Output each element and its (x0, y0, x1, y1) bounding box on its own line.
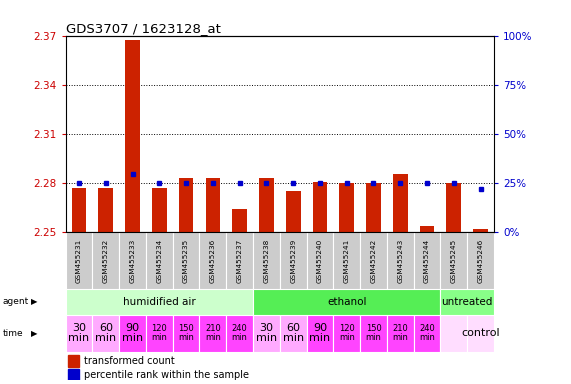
Text: GSM455244: GSM455244 (424, 238, 430, 283)
Bar (467, 315, 494, 352)
Bar (253, 232, 280, 289)
Bar (413, 315, 440, 352)
Text: GSM455246: GSM455246 (477, 238, 484, 283)
Text: GSM455237: GSM455237 (236, 238, 243, 283)
Text: 150
min: 150 min (365, 324, 381, 342)
Text: GSM455241: GSM455241 (344, 238, 349, 283)
Text: GSM455231: GSM455231 (76, 238, 82, 283)
Bar (366, 183, 381, 232)
Bar (199, 232, 226, 289)
Text: GSM455235: GSM455235 (183, 238, 189, 283)
Bar (199, 315, 226, 352)
Text: 240
min: 240 min (232, 324, 248, 342)
Text: 210
min: 210 min (392, 324, 408, 342)
Text: 210
min: 210 min (205, 324, 221, 342)
Text: 90
min: 90 min (309, 323, 331, 343)
Text: 240
min: 240 min (419, 324, 435, 342)
Text: 120
min: 120 min (151, 324, 167, 342)
Text: 90
min: 90 min (122, 323, 143, 343)
Bar (173, 232, 199, 289)
Bar (280, 232, 307, 289)
Text: 120
min: 120 min (339, 324, 355, 342)
Bar (66, 232, 93, 289)
Bar (259, 179, 274, 232)
Text: untreated: untreated (441, 297, 493, 307)
Text: GSM455232: GSM455232 (103, 238, 109, 283)
Text: GSM455238: GSM455238 (263, 238, 270, 283)
Bar (286, 192, 300, 232)
Bar (447, 183, 461, 232)
Bar (253, 289, 440, 315)
Text: percentile rank within the sample: percentile rank within the sample (83, 370, 248, 380)
Bar (226, 315, 253, 352)
Text: transformed count: transformed count (83, 356, 174, 366)
Bar (467, 232, 494, 289)
Text: ▶: ▶ (31, 297, 38, 306)
Bar (387, 315, 413, 352)
Bar (360, 232, 387, 289)
Bar (119, 315, 146, 352)
Text: 30
min: 30 min (69, 323, 90, 343)
Bar (253, 315, 280, 352)
Text: ▶: ▶ (31, 329, 38, 338)
Text: GSM455239: GSM455239 (290, 238, 296, 283)
Bar (339, 183, 354, 232)
Bar (68, 355, 79, 367)
Bar (146, 232, 173, 289)
Bar (440, 289, 494, 315)
Bar (307, 315, 333, 352)
Bar (146, 315, 173, 352)
Text: GDS3707 / 1623128_at: GDS3707 / 1623128_at (66, 22, 220, 35)
Text: ethanol: ethanol (327, 297, 367, 307)
Bar (226, 232, 253, 289)
Text: 30
min: 30 min (256, 323, 277, 343)
Text: GSM455236: GSM455236 (210, 238, 216, 283)
Text: humidified air: humidified air (123, 297, 196, 307)
Bar (280, 315, 307, 352)
Bar (440, 315, 467, 352)
Text: GSM455243: GSM455243 (397, 238, 403, 283)
Bar (98, 188, 113, 232)
Bar (179, 179, 194, 232)
Bar (387, 232, 413, 289)
Text: GSM455234: GSM455234 (156, 238, 162, 283)
Bar (420, 226, 435, 232)
Bar (307, 232, 333, 289)
Text: time: time (3, 329, 23, 338)
Text: GSM455242: GSM455242 (371, 238, 376, 283)
Text: GSM455240: GSM455240 (317, 238, 323, 283)
Bar (232, 209, 247, 232)
Bar (206, 179, 220, 232)
Text: agent: agent (3, 297, 29, 306)
Bar (68, 369, 79, 382)
Bar (312, 182, 327, 232)
Bar (413, 232, 440, 289)
Text: 60
min: 60 min (283, 323, 304, 343)
Text: control: control (461, 328, 500, 338)
Text: 60
min: 60 min (95, 323, 116, 343)
Bar (66, 289, 253, 315)
Bar (440, 232, 467, 289)
Bar (393, 174, 408, 232)
Text: GSM455245: GSM455245 (451, 238, 457, 283)
Bar (66, 315, 93, 352)
Text: 150
min: 150 min (178, 324, 194, 342)
Bar (360, 315, 387, 352)
Text: GSM455233: GSM455233 (130, 238, 135, 283)
Bar (119, 232, 146, 289)
Bar (473, 229, 488, 232)
Bar (93, 232, 119, 289)
Bar (93, 315, 119, 352)
Bar (333, 315, 360, 352)
Bar (125, 40, 140, 232)
Bar (152, 188, 167, 232)
Bar (333, 232, 360, 289)
Bar (173, 315, 199, 352)
Bar (72, 188, 86, 232)
